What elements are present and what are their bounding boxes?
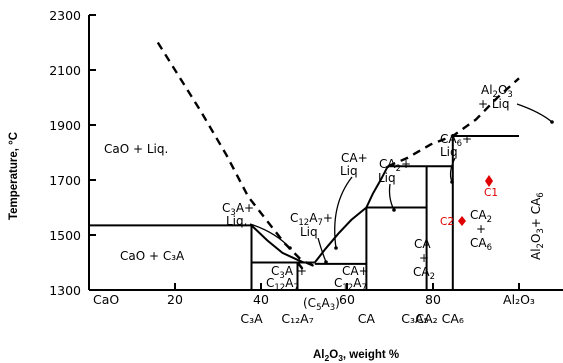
c1-label: C1: [484, 187, 498, 199]
region-label-line: Liq: [440, 145, 458, 159]
x-tick-label: 20: [167, 292, 183, 307]
x-tick-label: CaO: [93, 292, 119, 307]
region-label-line: +: [476, 222, 486, 236]
region-label: CA+ C12A7: [334, 264, 369, 293]
region-label-line: C12A7: [266, 276, 299, 293]
y-tick-label: 1700: [49, 173, 81, 188]
arrow-head: [450, 180, 454, 184]
region-label-line: Liq: [300, 225, 318, 239]
region-label-line: Liq: [340, 164, 358, 178]
region-label: CA2 + CA6: [470, 208, 492, 253]
region-label-line: Liq: [378, 171, 396, 185]
region-label: CaO + Liq.: [104, 142, 168, 156]
arrow-head: [324, 260, 328, 264]
leader-arrows: [249, 103, 554, 264]
compound-label: C₃A: [240, 311, 263, 326]
compound-label: C₁₂A₇: [281, 311, 313, 326]
compound-label: CA: [358, 311, 376, 326]
region-label: CA+ Liq: [340, 151, 368, 178]
region-label: Al2O3 + Liq: [478, 83, 513, 111]
c2-marker: [458, 216, 466, 226]
y-tick-label: 1300: [49, 283, 81, 298]
liquidus-dashed: [296, 261, 320, 270]
region-label-line: C12A7: [334, 276, 367, 293]
phase-boundary: [314, 206, 368, 264]
annotations: C1 C2: [440, 175, 498, 228]
y-axis-title: Temperature, °C: [8, 132, 20, 220]
region-label-line: CA+: [341, 151, 368, 165]
region-label-line: + Liq: [478, 97, 510, 111]
y-tick-label: 1900: [49, 118, 81, 133]
region-label: C3A+ Liq.: [222, 201, 254, 228]
x-axis-title: Al2O3, weight %: [313, 349, 399, 363]
x-tick-label: 60: [339, 292, 355, 307]
arrow-head: [392, 208, 396, 212]
leader-arrow: [334, 176, 353, 249]
region-labels: CaO + Liq. CaO + C₃A C3A+ Liq. C12A7+ Li…: [104, 83, 546, 313]
region-label: C3A + C12A7: [266, 264, 307, 293]
axes: [88, 15, 563, 291]
region-label: CA6+ Liq: [440, 132, 472, 159]
region-label-line: CA2: [470, 208, 492, 225]
region-label: CA + CA2: [413, 237, 435, 282]
region-label: C12A7+ Liq: [290, 211, 333, 239]
region-label-line: Al2O3+ CA6: [529, 192, 546, 260]
region-label-line: CA+: [342, 264, 369, 278]
y-tick-label: 2300: [49, 8, 81, 23]
phase-boundary: [365, 165, 389, 208]
compound-label: C₃A₅: [401, 311, 428, 326]
region-label-line: CA6: [470, 236, 492, 253]
region-label-line: CA2+: [379, 157, 411, 174]
region-label: CA2+ Liq: [378, 157, 411, 185]
region-label-line: +: [419, 251, 429, 265]
region-label: Al2O3+ CA6: [529, 192, 546, 260]
region-label: CaO + C₃A: [120, 249, 185, 263]
leader-arrow: [317, 237, 327, 263]
region-label-line: CA: [414, 237, 431, 251]
phase-boundary: [250, 224, 305, 264]
x-tick-label: Al₂O₃: [503, 292, 535, 307]
x-tick-label: 80: [425, 292, 441, 307]
arrow-head: [334, 246, 338, 250]
region-label-line: CA6+: [440, 132, 472, 149]
region-label-line: Liq.: [226, 214, 247, 228]
y-tick-label: 2100: [49, 63, 81, 78]
compound-label: CA₂: [415, 311, 437, 326]
region-label-line: C3A+: [222, 201, 254, 218]
c2-label: C2: [440, 216, 454, 228]
y-ticks: 2300 2100 1900 1700 1500 1300: [49, 8, 96, 298]
solid-boundaries: [89, 135, 519, 290]
x-tick-label: 40: [253, 292, 269, 307]
dashed-boundaries: [156, 41, 520, 270]
leader-arrow: [449, 157, 456, 183]
liquidus-dashed: [387, 77, 520, 168]
arrow-head: [288, 246, 292, 250]
leader-arrow: [388, 183, 395, 211]
leader-arrow: [516, 103, 553, 123]
leader-arrow: [249, 223, 291, 249]
compound-label: CA₆: [442, 311, 464, 326]
c1-marker: [485, 175, 493, 187]
arrow-head: [550, 120, 554, 124]
liquidus-dashed: [156, 41, 307, 264]
region-label-line: CA2: [413, 265, 435, 282]
region-label-line: Al2O3: [481, 83, 513, 100]
y-tick-label: 1500: [49, 228, 81, 243]
